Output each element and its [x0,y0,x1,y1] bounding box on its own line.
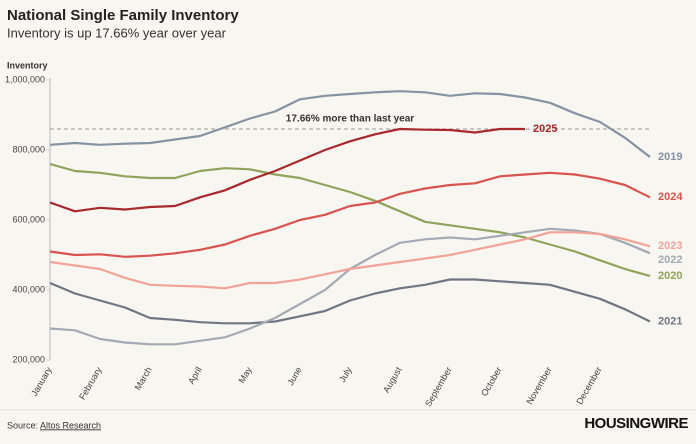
y-tick-label: 800,000 [12,144,45,154]
y-tick-label: 200,000 [12,354,45,364]
legend-label: 2020 [658,270,682,282]
legend-label: 2025 [533,123,557,135]
series-line [49,278,651,325]
legend-label: 2021 [658,315,682,327]
x-tick-label: February [77,365,104,402]
source-link[interactable]: Altos Research [40,420,101,430]
series-line [49,90,651,158]
legend-label: 2023 [658,240,682,252]
source-prefix: Source: [7,420,38,430]
legend-label: 2019 [658,151,682,163]
x-tick-label: July [337,365,354,384]
brand-logo: HOUSINGWIRE [584,415,688,432]
x-tick-label: May [237,365,254,385]
x-tick-label: January [29,365,54,398]
x-tick-label: March [133,365,154,392]
series-line [49,231,651,290]
y-axis-label: Inventory [7,60,48,70]
legend-label: 2024 [658,191,683,203]
series-line [49,127,525,213]
y-tick-label: 600,000 [12,214,45,224]
x-tick-label: November [524,365,553,406]
series-line [49,171,651,258]
series-line [49,162,651,278]
x-tick-label: April [186,365,204,386]
chart-subtitle: Inventory is up 17.66% year over year [7,25,227,40]
y-tick-label: 400,000 [12,284,45,294]
x-tick-label: October [479,365,504,398]
x-tick-label: August [381,365,404,395]
reference-label: 17.66% more than last year [286,114,415,125]
legend-label: 2022 [658,254,682,266]
x-tick-label: September [423,365,454,408]
y-tick-label: 1,000,000 [5,74,45,84]
x-tick-label: June [285,365,303,387]
x-tick-label: December [574,365,603,406]
chart-title: National Single Family Inventory [7,7,239,24]
